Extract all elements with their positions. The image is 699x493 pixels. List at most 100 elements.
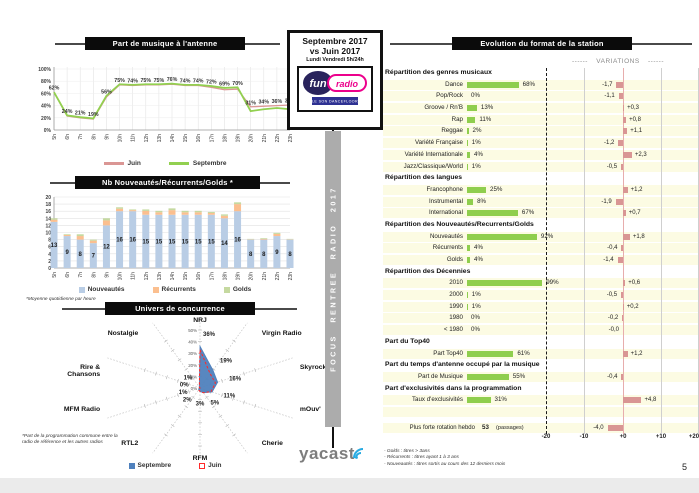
x-tick-label: 6h (65, 272, 71, 278)
radar-value-label: 0% (180, 382, 189, 388)
radar-rtick-label: 20% (188, 363, 197, 368)
radar-series-Juin (198, 349, 217, 394)
point-label: 72% (206, 80, 217, 86)
footer-band (0, 478, 699, 493)
radar-value-label: 3% (196, 401, 205, 407)
point-label: 74% (193, 78, 204, 84)
variation-bar (623, 280, 626, 287)
x-tick-label: 16h (196, 272, 202, 281)
x-tick-label: 9h (104, 272, 110, 278)
definitions-footnotes: - Golds : titres > 3ans - Récurrents : ti… (384, 449, 564, 468)
variation-value: -1,9 (601, 198, 612, 205)
yacast-logo: yacast (299, 444, 365, 464)
legend-swatch (128, 462, 135, 469)
variation-value: +1,1 (630, 128, 643, 135)
bar-segment-Nouveautés (102, 225, 110, 268)
bar-value-label: 15 (169, 239, 176, 245)
green-bar-value: 67% (521, 209, 535, 217)
radar-value-label: 1% (179, 390, 188, 396)
radar-value-label: 19% (220, 358, 233, 364)
x-tick-label: 20h (249, 134, 255, 143)
x-tick-label: 6h (65, 134, 71, 140)
bar-segment-Nouveautés (50, 221, 58, 268)
focus-banner: FOCUS RENTREE RADIO 2017 (325, 131, 341, 427)
bar-segment-Golds (155, 210, 163, 213)
svg-text:fun: fun (309, 78, 326, 90)
legend-swatch (223, 286, 230, 293)
radar-series-Septembre (198, 344, 219, 394)
format-row-label: Variété Internationale (404, 150, 463, 158)
radar-value-label: 5% (210, 400, 219, 406)
bar-segment-Nouveautés (142, 214, 150, 268)
bar-segment-Golds (129, 209, 137, 211)
radar-rtick-label: 10% (188, 374, 197, 379)
x-tick-label: 21h (262, 272, 268, 281)
bar-segment-Récurrents (273, 233, 281, 237)
format-row: Pop/Rock 0% -1,1 (383, 91, 699, 102)
radar-footnote: *Part de la programmation commune entre … (22, 434, 118, 446)
variation-bar (623, 233, 630, 240)
variation-value: +0,7 (628, 210, 641, 217)
format-row-label: Pop/Rock (436, 92, 463, 100)
green-bar (467, 245, 471, 252)
y-tick-label: 18 (45, 202, 51, 208)
rotation-suffix: (passages) (496, 424, 524, 431)
y-tick-label: 8 (48, 238, 51, 244)
format-row-label: Part de Musique (417, 372, 463, 380)
green-bar-value: 55% (512, 372, 526, 380)
bar-segment-Nouveautés (286, 239, 294, 268)
format-row-label: Groove / Rn'B (424, 104, 463, 112)
bar-segment-Récurrents (63, 234, 71, 237)
bar-value-label: 7 (92, 254, 96, 260)
x-tick-label: 13h (157, 134, 163, 143)
x-tick-label: 22h (275, 272, 281, 281)
format-row: 1990 1% +0,2 (383, 301, 699, 312)
bar-segment-Nouveautés (247, 239, 255, 268)
bar-value-label: 13 (51, 243, 58, 249)
format-row: < 1980 0% -0,0 (383, 325, 699, 336)
legend-item-Nouveautés: Nouveautés (78, 286, 125, 293)
format-row-label: Francophone (426, 185, 463, 193)
variation-value: +0,3 (627, 105, 639, 112)
green-bar (467, 292, 468, 299)
radar-value-label: 2% (183, 398, 192, 404)
grid-plus10 (661, 68, 662, 434)
bar-segment-Golds (63, 234, 71, 235)
bar-segment-Golds (181, 210, 189, 213)
format-row: Part de Musique 55% -0,4 (383, 371, 699, 382)
format-row-label: Jazz/Classique/World (403, 162, 463, 170)
x-tick-label: 20h (249, 272, 255, 281)
bar-value-label: 16 (234, 238, 241, 244)
page-number: 5 (682, 462, 688, 472)
format-table-title: Evolution du format de la station (452, 37, 632, 50)
x-tick-label: 15h (183, 272, 189, 281)
variations-axis-tick: +20 (688, 434, 699, 441)
variation-bar (623, 105, 625, 112)
x-tick-label: 7h (78, 134, 84, 140)
format-section-heading: Répartition des Nouveautés/Recurrents/Go… (383, 219, 699, 230)
radar-rtick-label: 40% (188, 340, 197, 345)
variation-value: -0,2 (607, 315, 619, 322)
legend-label: Récurrents (161, 286, 196, 293)
bar-segment-Golds (50, 218, 58, 220)
variations-header-text: VARIATIONS (596, 58, 640, 65)
bar-segment-Nouveautés (220, 218, 228, 268)
bar-segment-Nouveautés (194, 214, 202, 268)
variation-value: -1,1 (604, 93, 615, 100)
bar-segment-Nouveautés (76, 239, 84, 268)
format-row: Rap 11% +0,8 (383, 114, 699, 125)
bar-segment-Récurrents (76, 236, 84, 240)
bar-segment-Nouveautés (129, 211, 137, 268)
y-tick-label: 2 (48, 259, 51, 265)
y-tick-label: 12 (45, 223, 51, 229)
bar-segment-Récurrents (207, 212, 215, 215)
point-label: 19% (88, 112, 99, 118)
variation-value: +1,8 (632, 233, 645, 240)
y-tick-label: 14 (45, 216, 51, 222)
format-row-label: Récurrents (432, 244, 463, 252)
x-tick-label: 16h (196, 134, 202, 143)
green-bar-value: 4% (474, 244, 483, 252)
y-tick-label: 4 (48, 252, 51, 258)
bar-segment-Golds (76, 234, 84, 237)
period-line1: Septembre 2017 (302, 36, 368, 46)
